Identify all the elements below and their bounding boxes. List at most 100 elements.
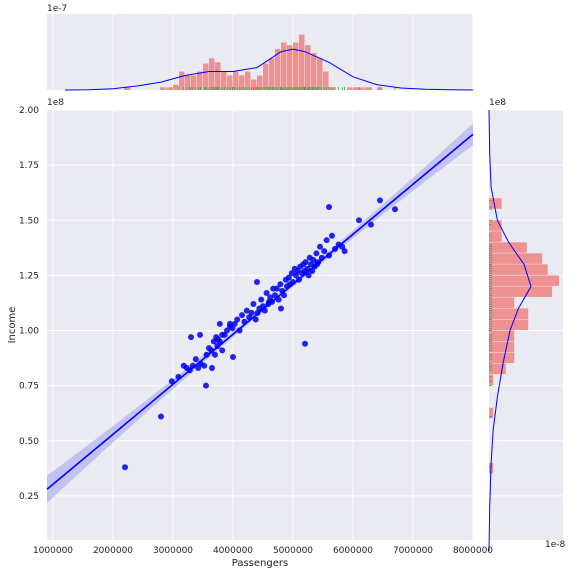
scatter-point [197, 331, 203, 338]
scatter-point [273, 285, 280, 292]
scatter-point [302, 340, 308, 347]
top-hist-bar [167, 87, 173, 90]
top-hist-bar [125, 87, 131, 90]
right-rug [489, 200, 492, 468]
scatter-point [263, 290, 270, 297]
scatter-point [278, 305, 284, 312]
scatter-point [188, 334, 194, 341]
scatter-point [227, 320, 233, 327]
y-axis-label: Income [7, 307, 18, 344]
top-kde-curve [64, 48, 474, 91]
top-hist-bar [221, 71, 227, 90]
regression-line [46, 133, 474, 490]
y-tick-label: 1.00 [19, 327, 39, 337]
scatter-point [214, 342, 221, 349]
scatter-point [377, 197, 383, 204]
right-histogram [489, 198, 559, 474]
top-hist-bar [233, 71, 239, 90]
scatter-point [326, 204, 332, 211]
top-offset-label: 1e-7 [47, 4, 67, 14]
right-hist-bar [489, 352, 515, 364]
scatter-point [209, 365, 215, 371]
scatter-point [250, 301, 257, 308]
top-hist-bar [311, 53, 317, 90]
scatter-point [203, 351, 210, 358]
scatter-point [219, 347, 226, 354]
scatter-point [158, 413, 164, 420]
scatter-point [224, 327, 230, 334]
right-hist-bar [489, 198, 502, 209]
top-hist-bar [299, 34, 305, 90]
right-hist-bar [489, 231, 502, 242]
right-hist-bar [489, 330, 515, 342]
x-tick-label: 8000000 [453, 546, 493, 556]
top-hist-bar [281, 42, 287, 90]
x-tick-label: 1000000 [33, 546, 73, 556]
top-hist-bar [185, 75, 191, 90]
scatter-points [122, 197, 398, 471]
right-hist-bar [489, 374, 494, 386]
top-hist-bar [239, 75, 245, 90]
right-hist-bar [489, 308, 529, 319]
top-hist-bar [191, 75, 197, 90]
top-hist-bar [347, 87, 353, 90]
top-hist-bar [257, 75, 263, 90]
y-tick-label: 1.25 [19, 271, 39, 281]
scatter-point [212, 351, 218, 358]
top-hist-bar [173, 84, 179, 90]
x-tick-label: 7000000 [393, 546, 433, 556]
right-hist-bar [489, 407, 494, 419]
top-hist-bar [275, 49, 281, 90]
x-tick-labels: 1000000 2000000 3000000 4000000 5000000 60000… [33, 546, 493, 556]
scatter-point [252, 316, 259, 323]
top-hist-bar [269, 58, 275, 90]
x-axis-label: Passengers [232, 558, 288, 569]
scatter-point [323, 237, 330, 244]
scatter-point [234, 316, 241, 323]
x-tick-label: 3000000 [153, 546, 193, 556]
y-tick-labels: 0.25 0.50 0.75 1.00 1.25 1.50 1.75 2.00 [19, 106, 39, 502]
top-hist-bar [263, 63, 269, 90]
y-tick-label: 0.25 [19, 492, 39, 502]
y-tick-label: 1.50 [19, 216, 39, 226]
y-tick-label: 2.00 [19, 106, 39, 116]
scatter-point [313, 250, 320, 257]
scatter-point [239, 312, 245, 319]
top-hist-bar [251, 79, 257, 90]
scatter-point [272, 292, 278, 299]
top-hist-bar [245, 71, 251, 90]
scatter-point [122, 464, 128, 471]
top-rug [124, 87, 396, 90]
scatter-point [317, 243, 323, 250]
scatter-point [230, 353, 236, 360]
right-hist-bar [489, 264, 548, 275]
top-hist-bar [293, 42, 299, 90]
scatter-point [356, 217, 362, 224]
top-hist-bar [353, 87, 359, 90]
top-hist-bar [215, 62, 221, 90]
scatter-point [341, 248, 348, 255]
right-bottom-offset-label: 1e-8 [545, 540, 566, 550]
scatter-point [243, 307, 250, 314]
scatter-point [192, 356, 199, 363]
right-hist-bar [489, 319, 529, 331]
scatter-point [305, 272, 312, 279]
right-hist-bar [489, 286, 552, 297]
top-hist-bar [365, 87, 371, 90]
right-hist-bar [489, 220, 502, 231]
main-grid [47, 109, 474, 540]
top-histogram [125, 34, 383, 90]
y-tick-label: 1.75 [19, 161, 39, 171]
scatter-point [203, 382, 209, 389]
right-hist-bar [489, 341, 515, 353]
top-hist-bar [287, 45, 293, 90]
top-hist-bar [317, 58, 323, 90]
right-hist-bar [489, 275, 559, 286]
main-axes [47, 110, 473, 540]
scatter-point [248, 309, 255, 316]
x-tick-label: 2000000 [93, 546, 133, 556]
scatter-point [168, 378, 175, 385]
scatter-point [302, 259, 309, 266]
right-hist-bar [489, 242, 527, 253]
